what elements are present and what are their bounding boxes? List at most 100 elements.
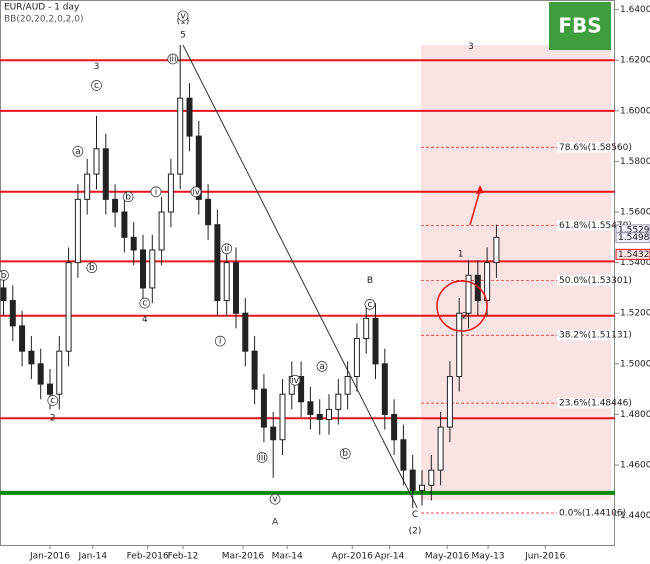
wave-circle: [122, 191, 134, 203]
candle-body: [223, 262, 230, 302]
candle-body: [102, 148, 109, 200]
x-tick-label: Apr-14: [375, 552, 405, 562]
candle-body: [428, 469, 435, 486]
wave-label: c: [142, 299, 147, 309]
candle-body: [93, 148, 100, 175]
candle-body: [112, 198, 119, 213]
wave-label: a: [319, 362, 325, 372]
candle-body: [446, 375, 453, 428]
candle-body: [270, 426, 277, 441]
candle-body: [37, 363, 44, 385]
candle-body: [260, 388, 267, 428]
fib-label: 78.6%(1.58560): [559, 143, 632, 153]
candle-body: [465, 274, 472, 314]
candle-body: [400, 439, 407, 471]
wave-label: v: [272, 495, 278, 505]
y-tick-label: 1.64000: [620, 5, 650, 15]
wave-label: c: [367, 300, 372, 310]
fib-label-bg: [557, 220, 613, 231]
wave-circle: [47, 395, 59, 406]
price-label: 1.54988: [618, 233, 650, 243]
indicator-label: BB(20,20,2,0,2,0): [4, 15, 83, 25]
highlight-circle: [436, 280, 488, 332]
candle-body: [139, 249, 146, 289]
wave-label: iii: [169, 54, 177, 64]
chart-title: EUR/AUD - 1 day: [4, 3, 80, 13]
wave-label: 2: [50, 414, 56, 424]
wave-circle: [86, 262, 98, 274]
y-tick-label: 1.50000: [620, 359, 650, 369]
x-tick-label: Apr-2016: [332, 552, 373, 562]
candle-body: [279, 393, 286, 441]
fib-label-bg: [557, 398, 613, 409]
wave-label: 3: [94, 62, 100, 72]
wave-circle: [256, 452, 268, 463]
candle-body: [242, 312, 249, 352]
candle-body: [19, 325, 26, 352]
fib-label-bg: [557, 507, 613, 518]
wave-circle: [289, 374, 301, 386]
fib-label-bg: [557, 330, 613, 341]
y-tick-label: 1.46000: [620, 461, 650, 471]
price-label: 1.55296: [618, 225, 650, 235]
wave-label: ii: [224, 244, 229, 254]
wave-label: b: [342, 449, 348, 459]
wave-circle: [339, 448, 351, 460]
y-tick-label: 1.60000: [620, 106, 650, 116]
candle-body: [298, 375, 305, 403]
wave-label: iv: [291, 376, 300, 386]
candle-body: [251, 350, 258, 390]
candle-body: [0, 287, 7, 302]
candle-body: [353, 338, 360, 377]
y-tick-label: 1.58000: [620, 157, 650, 167]
fib-label: 38.2%(1.51131): [559, 331, 632, 341]
wave-label: C: [412, 510, 418, 520]
wave-circle: [316, 361, 328, 372]
wave-label: i: [219, 337, 222, 347]
x-tick-label: Jan-2016: [29, 552, 70, 562]
candle-body: [456, 312, 463, 377]
candle-body: [437, 426, 444, 471]
y-tick-label: 1.54000: [620, 258, 650, 268]
wave-label: A: [272, 517, 279, 527]
fib-label-bg: [557, 142, 613, 153]
price-label-box: [615, 232, 650, 244]
wave-circle: [0, 269, 9, 281]
candle-body: [484, 262, 491, 302]
candle-body: [381, 363, 388, 415]
wave-label: B: [367, 276, 373, 286]
wave-circle: [72, 145, 84, 157]
wave-circle: [269, 493, 281, 505]
wave-label: 3: [468, 42, 474, 52]
candle-body: [195, 135, 202, 200]
wave-circle: [364, 299, 376, 310]
wave-label: 4: [142, 315, 148, 325]
candle-body: [177, 97, 184, 175]
wave-circle: [177, 10, 189, 22]
plot: 1.44000 1.46000 1.48000 1.50000 1.52000 1.540…: [0, 5, 650, 562]
y-tick-label: 1.62000: [620, 56, 650, 66]
candle-body: [158, 211, 165, 251]
x-tick-label: Jan-14: [77, 552, 107, 562]
candle-body: [214, 224, 221, 302]
wave-label: 2: [462, 311, 468, 321]
logo-box: [549, 2, 611, 50]
candle-body: [74, 198, 81, 264]
candle-body: [391, 413, 398, 441]
x-tick-label: Feb-2016: [127, 552, 169, 562]
price-label: 1.54328: [618, 250, 650, 260]
wave-label: i: [155, 187, 158, 197]
x-tick-label: May-13: [471, 552, 504, 562]
candle-body: [326, 408, 333, 421]
x-tick-label: Feb-12: [168, 552, 199, 562]
wave-circle: [150, 186, 162, 198]
wave-circle: [91, 80, 102, 91]
wave-label: a: [75, 147, 81, 157]
fib-label: 0.0%(1.44106): [559, 508, 626, 518]
wave-label: (1): [177, 17, 190, 27]
wave-label: 1: [458, 249, 464, 259]
wave-label: (2): [409, 526, 422, 536]
wave-label: b: [125, 192, 131, 202]
x-tick-label: Mar-14: [272, 552, 303, 562]
